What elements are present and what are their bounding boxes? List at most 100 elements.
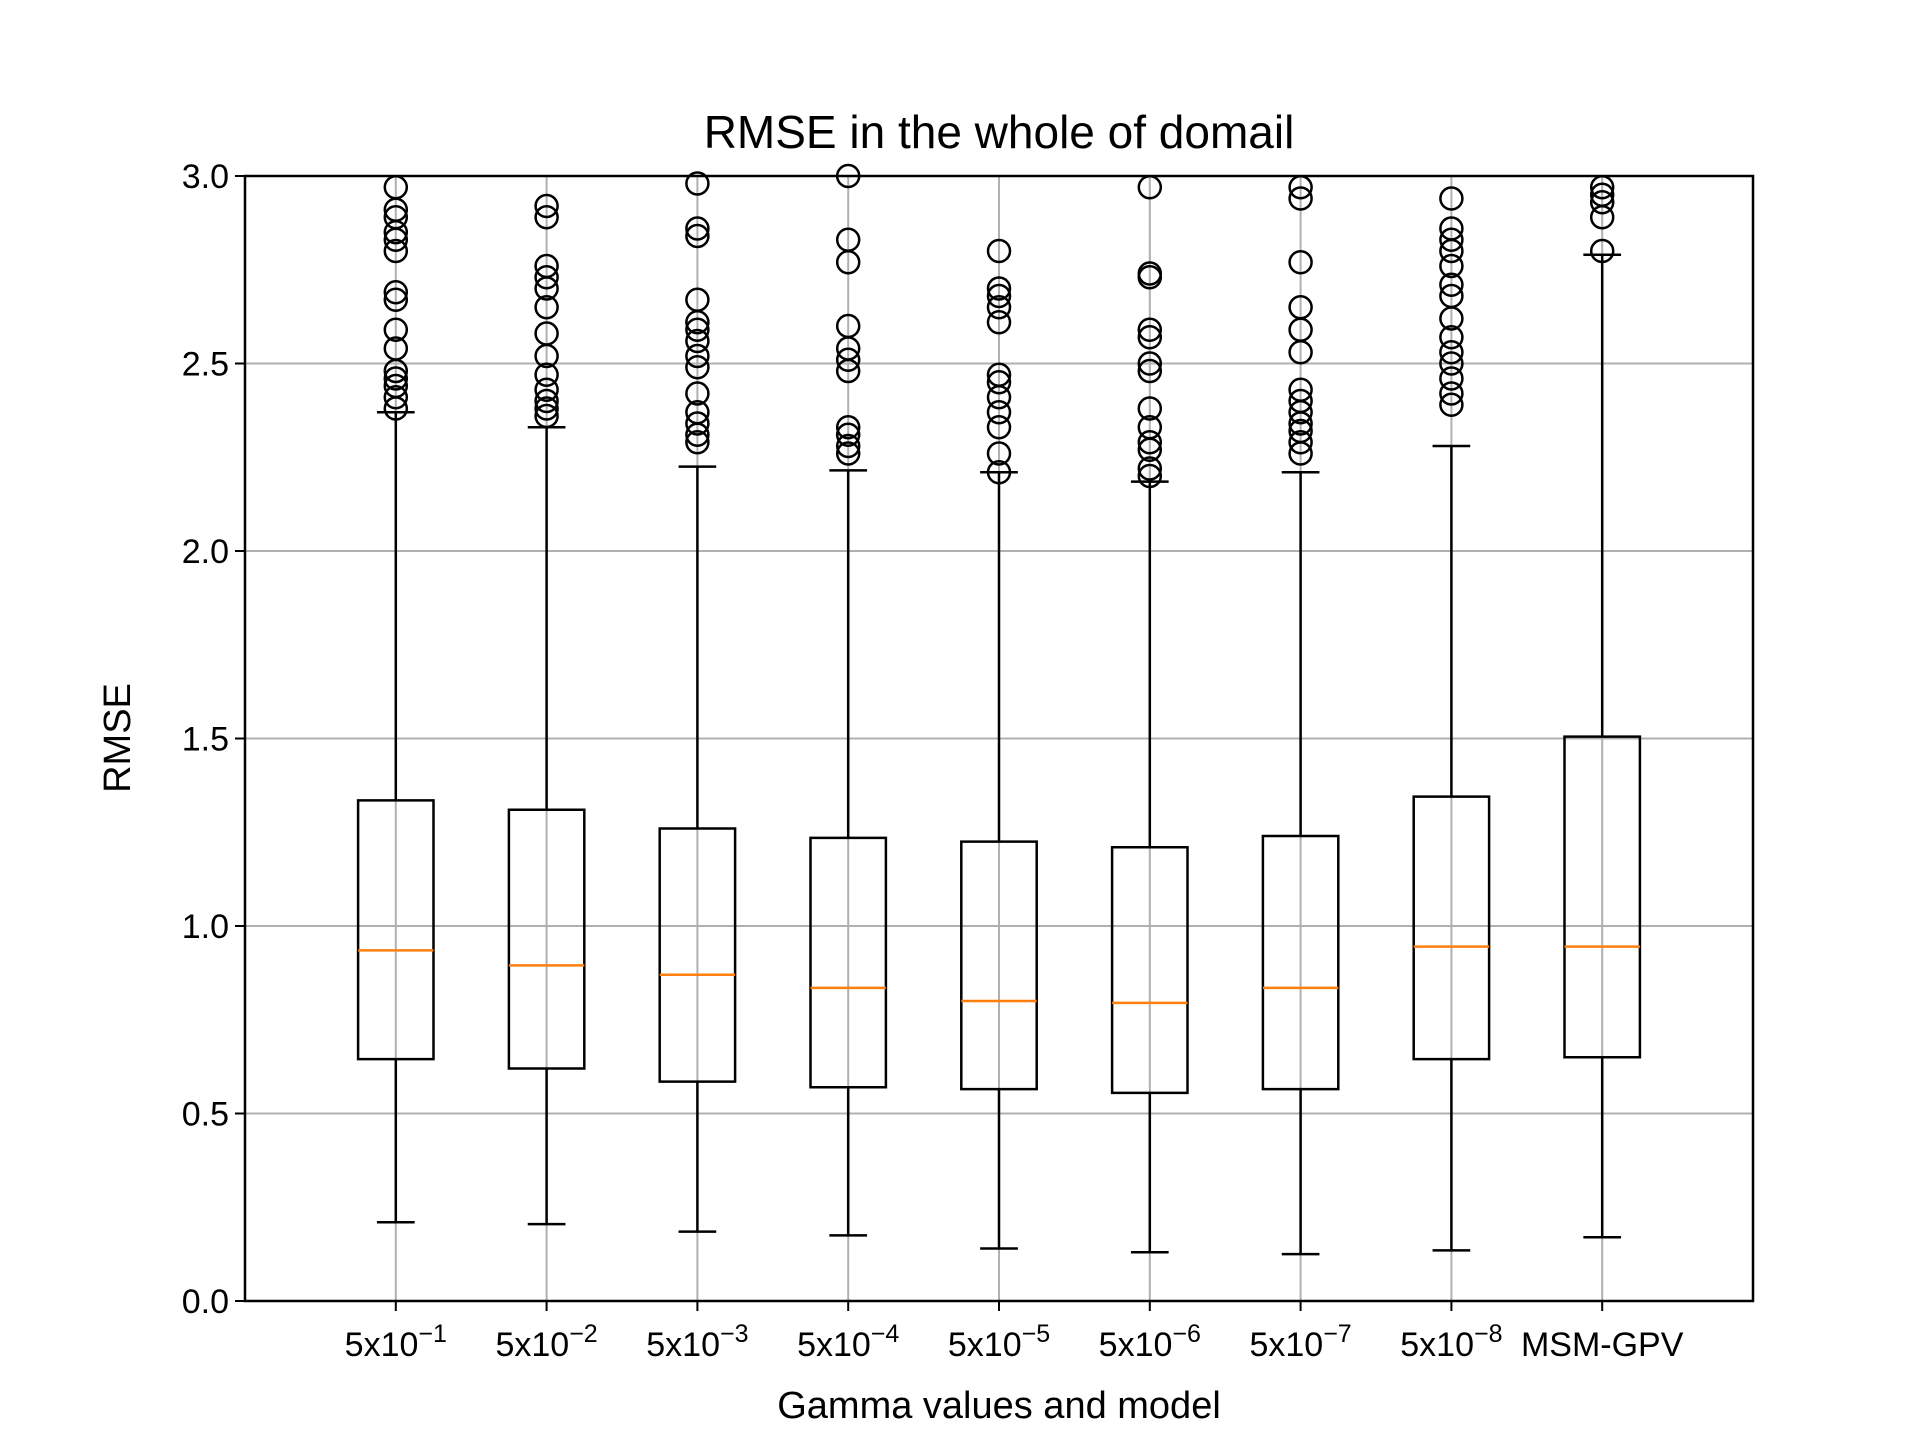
outlier-point bbox=[835, 441, 861, 466]
y-tick-label: 1.5 bbox=[182, 721, 229, 759]
x-tick-label-exponent: −6 bbox=[1172, 1320, 1201, 1348]
x-tick-label-base: 5x10 bbox=[1249, 1326, 1323, 1364]
outlier-point bbox=[1137, 351, 1163, 376]
x-tick-label-base: 5x10 bbox=[646, 1326, 720, 1364]
outlier-point bbox=[986, 370, 1012, 395]
outlier-point bbox=[383, 336, 409, 361]
outlier-point bbox=[1137, 463, 1163, 489]
x-tick-label: 5x10−2 bbox=[495, 1320, 597, 1364]
outlier-point bbox=[986, 276, 1012, 301]
box-group bbox=[1412, 186, 1491, 1252]
x-tick-label-exponent: −4 bbox=[871, 1320, 900, 1348]
outlier-point bbox=[1288, 250, 1313, 275]
outlier-point bbox=[1439, 227, 1464, 252]
box-group bbox=[658, 171, 737, 1233]
outlier-point bbox=[1137, 358, 1163, 384]
x-tick-label-exponent: −1 bbox=[418, 1320, 447, 1348]
x-tick-label-base: 5x10 bbox=[495, 1326, 569, 1364]
x-tick-label: 5x10−3 bbox=[646, 1320, 748, 1364]
outlier-point bbox=[534, 295, 559, 320]
outlier-point bbox=[835, 433, 861, 459]
box-group bbox=[507, 193, 586, 1226]
iqr-box bbox=[1261, 834, 1340, 1091]
outlier-point bbox=[383, 366, 409, 391]
outlier-point bbox=[685, 223, 710, 249]
outlier-point bbox=[1288, 430, 1313, 455]
x-tick-label-base: MSM-GPV bbox=[1521, 1326, 1684, 1364]
outlier-point bbox=[534, 388, 559, 414]
x-tick-label-base: 5x10 bbox=[948, 1326, 1022, 1364]
outlier-point bbox=[1288, 186, 1313, 211]
outlier-point bbox=[534, 377, 559, 402]
outlier-point bbox=[1137, 430, 1163, 455]
y-tick-label: 1.0 bbox=[182, 908, 229, 946]
x-tick-label-exponent: −3 bbox=[720, 1320, 749, 1348]
outlier-point bbox=[986, 415, 1012, 440]
y-tick-label: 0.0 bbox=[182, 1283, 229, 1321]
outlier-point bbox=[534, 205, 559, 230]
outlier-point bbox=[1439, 216, 1464, 241]
outlier-point bbox=[383, 205, 409, 230]
box-group bbox=[1110, 175, 1189, 1254]
iqr-box bbox=[960, 840, 1038, 1091]
box-group bbox=[1563, 175, 1642, 1239]
outlier-point bbox=[986, 400, 1012, 425]
outlier-point bbox=[1589, 238, 1615, 264]
outlier-point bbox=[835, 227, 861, 252]
outlier-point bbox=[383, 373, 409, 399]
outlier-point bbox=[1137, 396, 1163, 421]
outlier-point bbox=[534, 403, 559, 429]
box-group bbox=[960, 238, 1038, 1250]
outlier-point bbox=[685, 411, 710, 436]
outlier-point bbox=[1439, 340, 1464, 365]
outlier-point bbox=[685, 216, 710, 241]
x-tick-label: 5x10−6 bbox=[1099, 1320, 1201, 1364]
outlier-point bbox=[534, 193, 559, 219]
outlier-point bbox=[986, 460, 1012, 485]
x-tick-label-base: 5x10 bbox=[345, 1326, 419, 1364]
iqr-box bbox=[1563, 735, 1642, 1059]
outlier-point bbox=[685, 328, 710, 354]
iqr-box bbox=[507, 808, 586, 1070]
iqr-box bbox=[1110, 846, 1189, 1095]
outlier-point bbox=[1439, 392, 1464, 417]
outlier-point bbox=[986, 283, 1012, 309]
outlier-point bbox=[1137, 325, 1163, 350]
y-tick-label: 2.5 bbox=[182, 346, 229, 384]
outlier-point bbox=[986, 295, 1012, 320]
x-tick-label: 5x10−4 bbox=[797, 1320, 899, 1364]
outlier-point bbox=[534, 265, 559, 290]
outlier-point bbox=[383, 280, 409, 305]
box-group bbox=[809, 163, 888, 1237]
outlier-point bbox=[1439, 283, 1464, 309]
outlier-point bbox=[1589, 182, 1615, 207]
outlier-point bbox=[1137, 415, 1163, 440]
x-tick-label: 5x10−8 bbox=[1400, 1320, 1502, 1364]
outlier-point bbox=[1288, 295, 1313, 320]
outlier-point bbox=[986, 310, 1012, 335]
outlier-point bbox=[534, 396, 559, 421]
x-tick-label-exponent: −8 bbox=[1474, 1320, 1503, 1348]
x-axis-title: Gamma values and model bbox=[777, 1385, 1221, 1427]
outlier-point bbox=[534, 321, 559, 346]
outlier-point bbox=[1288, 377, 1313, 402]
outlier-point bbox=[1439, 253, 1464, 279]
outlier-point bbox=[534, 362, 559, 387]
box-group bbox=[356, 175, 435, 1224]
y-tick-label: 0.5 bbox=[182, 1096, 229, 1134]
x-tick-label-base: 5x10 bbox=[797, 1326, 871, 1364]
outlier-point bbox=[685, 355, 710, 380]
outlier-point bbox=[1589, 190, 1615, 215]
outlier-point bbox=[685, 381, 710, 406]
x-tick-label: 5x10−1 bbox=[345, 1320, 447, 1364]
outlier-point bbox=[383, 385, 409, 410]
outlier-point bbox=[685, 430, 710, 455]
outlier-point bbox=[1137, 317, 1163, 342]
outlier-point bbox=[383, 287, 409, 312]
outlier-point bbox=[685, 400, 710, 425]
outlier-point bbox=[1137, 261, 1163, 286]
outlier-point bbox=[383, 238, 409, 264]
outlier-point bbox=[986, 238, 1012, 264]
outlier-point bbox=[685, 171, 710, 196]
